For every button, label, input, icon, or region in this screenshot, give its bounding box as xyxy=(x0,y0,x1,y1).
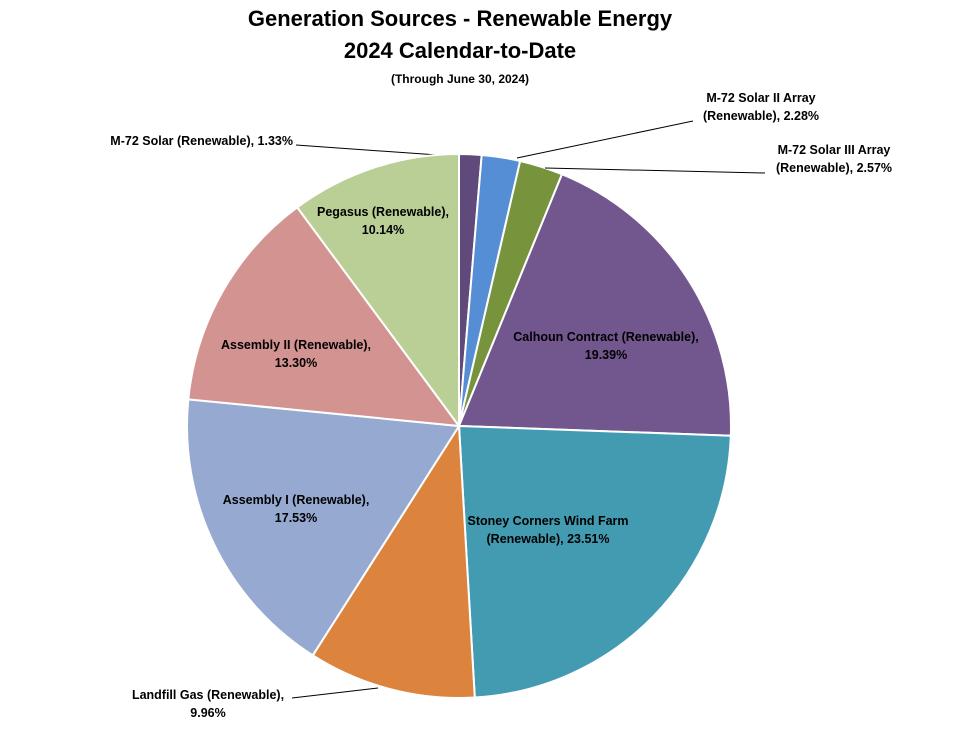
data-label-line: M-72 Solar III Array xyxy=(777,143,891,157)
pie-slice-6 xyxy=(311,422,476,699)
leader-line-6 xyxy=(291,687,379,699)
leader-line-1 xyxy=(295,144,453,157)
data-label-line: Stoney Corners Wind Farm xyxy=(467,514,629,528)
data-label-line: (Renewable), 23.51% xyxy=(486,532,610,546)
chart-note: (Through June 30, 2024) xyxy=(390,72,530,86)
data-label-3: M-72 Solar III Array (Renewable), 2.57% xyxy=(776,141,892,177)
data-label-line: 10.14% xyxy=(361,223,405,237)
data-label-line: 13.30% xyxy=(274,356,318,370)
data-label-7: Assembly I (Renewable), 17.53% xyxy=(223,491,370,527)
data-label-line: (Renewable), 2.57% xyxy=(775,161,893,175)
pie-slice-4 xyxy=(457,172,732,437)
chart-title: Generation Sources - Renewable Energy xyxy=(247,6,673,31)
data-label-line: Assembly I (Renewable), xyxy=(222,493,370,507)
pie-slice-8 xyxy=(187,205,462,428)
data-label-2: M-72 Solar II Array (Renewable), 2.28% xyxy=(703,89,819,125)
data-label-4: Calhoun Contract (Renewable), 19.39% xyxy=(513,328,698,364)
data-label-5: Stoney Corners Wind Farm (Renewable), 23.… xyxy=(467,512,628,548)
data-label-line: 17.53% xyxy=(274,511,318,525)
data-label-line: Pegasus (Renewable), xyxy=(317,205,449,219)
data-label-line: 19.39% xyxy=(584,348,628,362)
data-label-line: Assembly II (Renewable), xyxy=(220,338,372,352)
pie-slice-5 xyxy=(457,424,732,699)
pie-slice-9 xyxy=(295,152,460,430)
data-label-1: M-72 Solar (Renewable), 1.33% xyxy=(110,132,293,150)
data-label-text: M-72 Solar (Renewable), 1.33% xyxy=(110,134,293,148)
data-label-line: M-72 Solar II Array xyxy=(706,91,816,105)
leader-line-3 xyxy=(544,167,766,174)
data-label-9: Pegasus (Renewable), 10.14% xyxy=(317,203,449,239)
leader-line-2 xyxy=(516,120,694,159)
data-label-6: Landfill Gas (Renewable), 9.96% xyxy=(132,686,284,722)
data-label-line: Calhoun Contract (Renewable), xyxy=(513,330,699,344)
data-label-line: Landfill Gas (Renewable), xyxy=(131,688,285,702)
data-label-8: Assembly II (Renewable), 13.30% xyxy=(221,336,371,372)
data-label-line: (Renewable), 2.28% xyxy=(702,109,820,123)
chart-subtitle: 2024 Calendar-to-Date xyxy=(343,38,577,63)
data-label-line: 9.96% xyxy=(190,706,226,720)
pie-slice-7 xyxy=(186,398,461,657)
